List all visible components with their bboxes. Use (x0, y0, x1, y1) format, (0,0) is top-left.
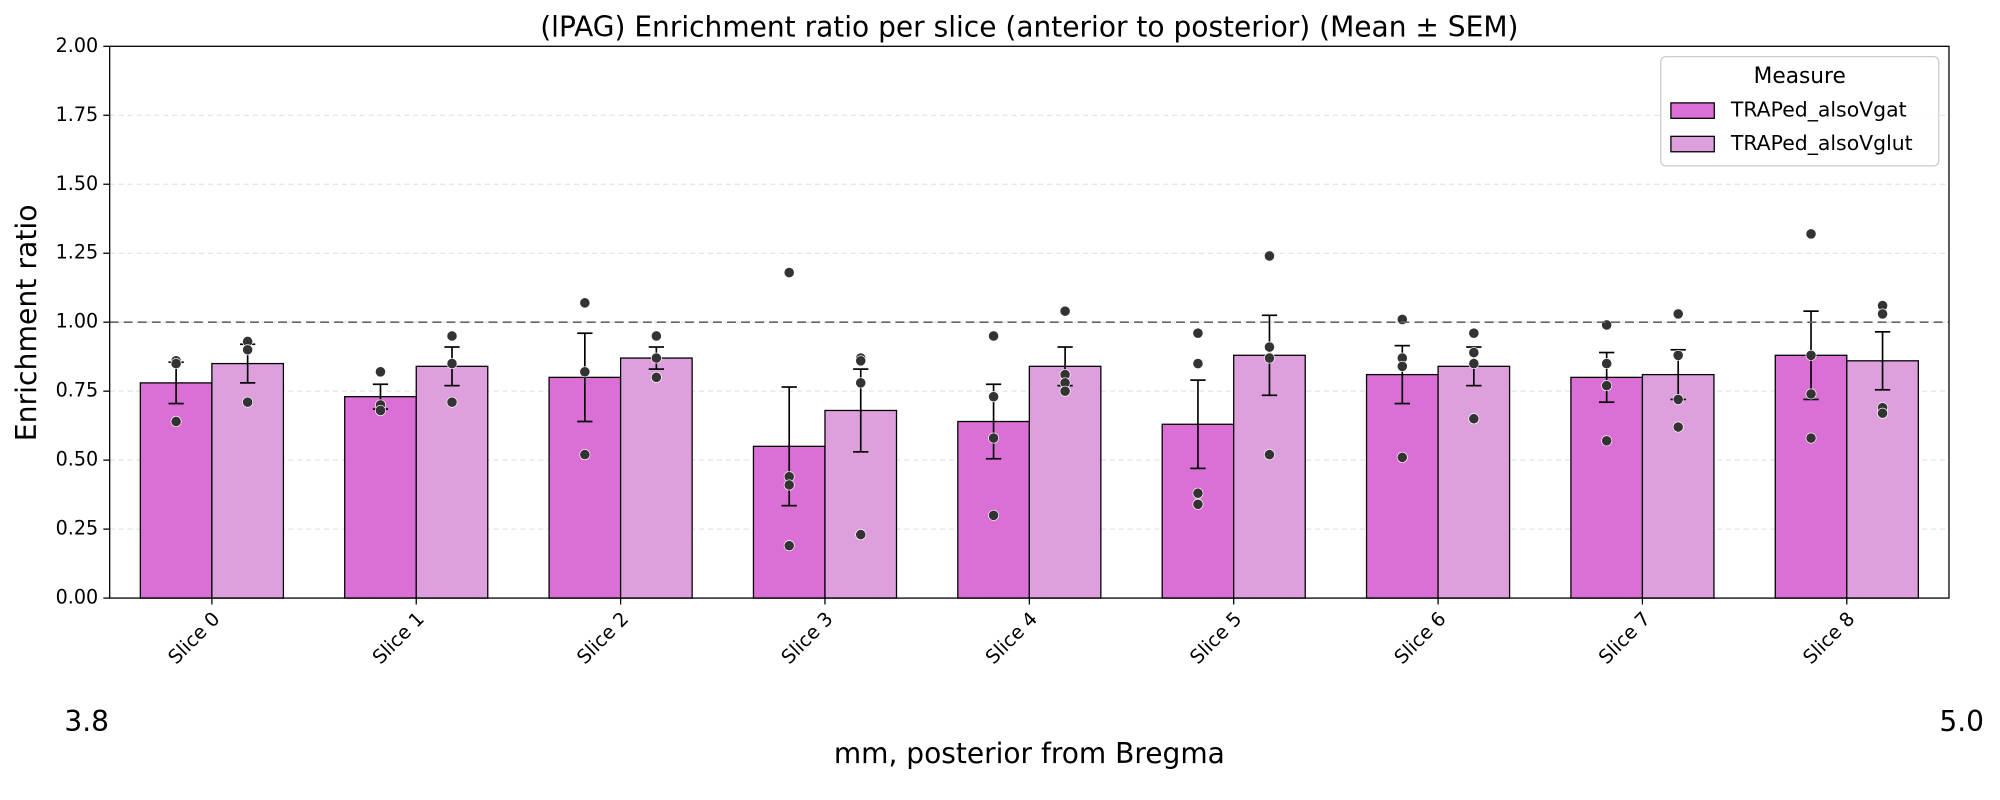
x-tick-label: Slice 7 (1594, 607, 1655, 668)
data-point (855, 529, 867, 541)
bar (1365, 373, 1439, 599)
y-tick-label: 1.75 (56, 103, 99, 126)
data-point (650, 330, 662, 342)
y-tick-label: 2.00 (56, 34, 99, 57)
legend-swatch (1670, 135, 1715, 153)
bar (344, 396, 417, 599)
data-point (783, 267, 795, 278)
data-point (1672, 393, 1684, 405)
data-point (1192, 327, 1204, 339)
x-tick-label: Slice 8 (1798, 607, 1859, 668)
bar (1028, 365, 1102, 599)
data-point (1264, 341, 1275, 353)
data-point (1601, 319, 1613, 331)
data-point (170, 416, 182, 427)
data-point (1468, 347, 1480, 359)
chart-title: (lPAG) Enrichment ratio per slice (anter… (540, 10, 1518, 43)
error-bar (577, 332, 593, 423)
bar (1846, 360, 1919, 599)
data-point (855, 355, 867, 367)
data-point (1672, 308, 1684, 320)
x-tick-label: Slice 6 (1390, 607, 1451, 668)
legend-frame (1660, 55, 1940, 167)
bar (1641, 373, 1715, 599)
x-end-label: 5.0 (1939, 705, 1984, 738)
legend: Measure TRAPed_alsoVgat TRAPed_alsoVglut (1660, 55, 1940, 167)
data-point (1396, 313, 1408, 325)
data-point (1396, 360, 1408, 372)
data-point (1059, 385, 1071, 397)
y-tick-label: 1.50 (56, 172, 99, 195)
data-point (1805, 388, 1817, 400)
bar (1570, 376, 1644, 599)
data-point (1468, 358, 1480, 370)
y-tick-label: 1.00 (56, 310, 99, 333)
data-point (1805, 228, 1817, 240)
data-point (579, 366, 591, 378)
data-point (1192, 498, 1204, 510)
data-point (1601, 358, 1613, 370)
data-point (446, 396, 458, 408)
data-point (446, 358, 458, 370)
data-point (1264, 352, 1275, 364)
x-axis-title: mm, posterior from Bregma (834, 737, 1225, 770)
x-tick-label: Slice 3 (777, 607, 838, 668)
data-point (1877, 407, 1888, 419)
data-point (650, 352, 662, 364)
data-point (650, 371, 662, 383)
data-point (1192, 487, 1204, 499)
data-point (1672, 421, 1684, 433)
y-tick-label: 0.00 (56, 586, 99, 609)
x-start-label: 3.8 (64, 705, 109, 738)
data-point (242, 396, 254, 408)
x-tick-label: Slice 4 (981, 607, 1042, 668)
y-tick-label: 1.25 (56, 241, 99, 264)
data-point (1396, 451, 1408, 463)
x-tick-label: Slice 5 (1185, 607, 1246, 668)
data-point (988, 391, 999, 403)
x-tick-label: Slice 1 (368, 607, 429, 668)
data-point (855, 377, 867, 389)
data-point (1192, 358, 1204, 370)
data-point (1468, 413, 1480, 425)
legend-label: TRAPed_alsoVgat (1730, 98, 1907, 122)
data-point (1601, 380, 1613, 392)
data-point (1601, 435, 1613, 447)
data-point (579, 297, 591, 309)
data-point (1264, 449, 1275, 461)
data-point (988, 509, 999, 521)
data-point (783, 540, 795, 552)
data-point (579, 449, 591, 461)
data-point (1264, 250, 1275, 262)
x-tick-label: Slice 2 (572, 607, 633, 668)
data-point (1059, 305, 1071, 317)
data-point (1877, 308, 1888, 320)
data-point (988, 432, 999, 444)
y-tick-label: 0.25 (56, 517, 99, 540)
y-axis-title: Enrichment ratio (10, 204, 43, 441)
data-point (1805, 432, 1817, 444)
data-point (988, 330, 999, 342)
y-tick-label: 0.50 (56, 448, 99, 471)
data-point (375, 405, 386, 416)
data-point (1672, 349, 1684, 361)
error-bar (1874, 331, 1891, 391)
bar (139, 382, 213, 599)
data-point (375, 366, 386, 378)
y-tick-label: 0.75 (56, 379, 99, 402)
legend-label: TRAPed_alsoVglut (1730, 131, 1913, 155)
data-point (446, 330, 458, 342)
data-point (1468, 327, 1480, 339)
data-point (1805, 349, 1817, 361)
legend-title: Measure (1754, 64, 1846, 89)
data-point (242, 344, 254, 356)
error-bar (1190, 379, 1206, 470)
data-point (170, 358, 182, 370)
x-tick-label: Slice 0 (163, 607, 224, 668)
legend-swatch (1670, 102, 1715, 119)
bar (619, 357, 693, 599)
data-point (783, 479, 795, 491)
bar (1437, 365, 1511, 599)
